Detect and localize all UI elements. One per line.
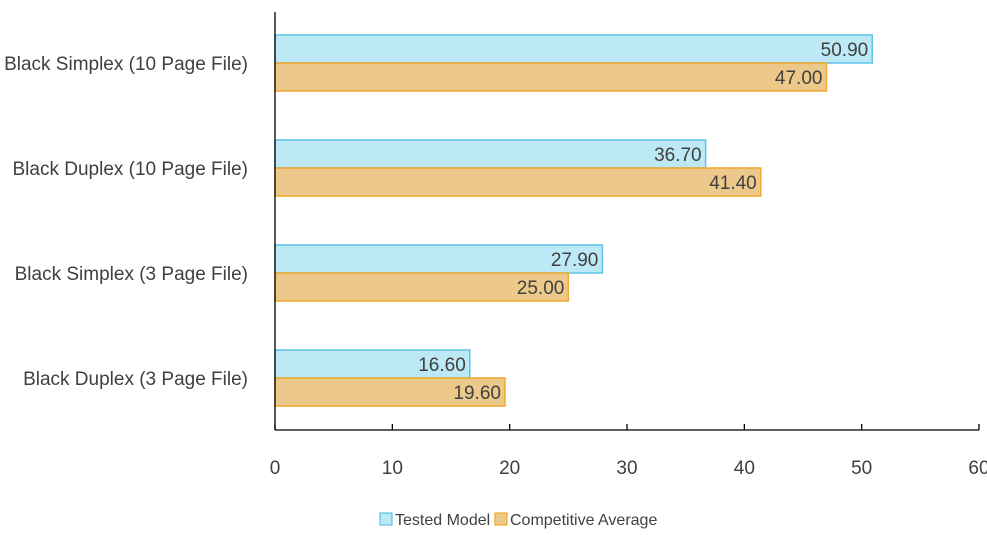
x-tick-label-0: 0 bbox=[270, 458, 281, 479]
data-label-tested-model-1: 50.90 bbox=[821, 40, 869, 61]
category-label-3: Black Simplex (3 Page File) bbox=[15, 264, 248, 285]
x-tick-label-60: 60 bbox=[968, 458, 987, 479]
x-tick-label-50: 50 bbox=[851, 458, 872, 479]
data-label-competitive-average-1: 47.00 bbox=[775, 68, 823, 89]
x-tick-label-20: 20 bbox=[499, 458, 520, 479]
legend-label-competitive-average: Competitive Average bbox=[510, 512, 657, 529]
x-tick-label-30: 30 bbox=[616, 458, 637, 479]
x-tick-label-10: 10 bbox=[382, 458, 403, 479]
bar-competitive-average-1 bbox=[274, 62, 828, 92]
bar-competitive-average-4 bbox=[274, 377, 506, 407]
x-tick-label-40: 40 bbox=[734, 458, 755, 479]
bar-tested-model-1 bbox=[274, 34, 873, 64]
category-label-4: Black Duplex (3 Page File) bbox=[23, 369, 248, 390]
data-label-competitive-average-4: 19.60 bbox=[453, 383, 501, 404]
bar-competitive-average-2 bbox=[274, 167, 762, 197]
data-label-tested-model-2: 36.70 bbox=[654, 145, 702, 166]
data-label-tested-model-4: 16.60 bbox=[418, 355, 466, 376]
data-labels-layer: 50.90 47.00 Black Simplex (10 Page File) 36… bbox=[4, 40, 868, 404]
legend: Tested Model Competitive Average bbox=[379, 512, 657, 529]
bars-layer bbox=[274, 34, 873, 407]
legend-label-tested-model: Tested Model bbox=[395, 512, 490, 529]
legend-swatch-competitive-average bbox=[494, 512, 508, 526]
data-label-competitive-average-2: 41.40 bbox=[709, 173, 757, 194]
bar-tested-model-2 bbox=[274, 139, 707, 169]
axes-layer: 0 10 20 30 40 50 60 bbox=[270, 12, 987, 479]
category-label-1: Black Simplex (10 Page File) bbox=[4, 54, 248, 75]
legend-swatch-tested-model bbox=[379, 512, 393, 526]
bar-competitive-average-3 bbox=[274, 272, 570, 302]
category-label-2: Black Duplex (10 Page File) bbox=[13, 159, 249, 180]
data-label-competitive-average-3: 25.00 bbox=[517, 278, 565, 299]
data-label-tested-model-3: 27.90 bbox=[551, 250, 599, 271]
